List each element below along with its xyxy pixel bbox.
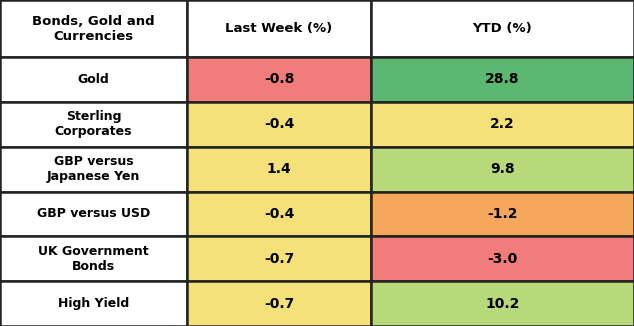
Bar [371, 192, 634, 236]
Text: 1.4: 1.4 [266, 162, 292, 176]
Bar [0, 192, 187, 236]
Bar [0, 281, 187, 326]
Bar [0, 236, 187, 281]
Bar [371, 57, 634, 102]
Text: GBP versus USD: GBP versus USD [37, 207, 150, 220]
Bar [187, 281, 371, 326]
Text: Gold: Gold [77, 73, 110, 86]
Text: -0.7: -0.7 [264, 252, 294, 266]
Text: -0.4: -0.4 [264, 207, 294, 221]
Bar [187, 102, 371, 147]
Text: -0.7: -0.7 [264, 297, 294, 311]
Text: 2.2: 2.2 [490, 117, 515, 131]
Text: -1.2: -1.2 [487, 207, 518, 221]
Text: -0.4: -0.4 [264, 117, 294, 131]
Text: Sterling
Corporates: Sterling Corporates [55, 110, 133, 138]
Bar [371, 281, 634, 326]
Text: Bonds, Gold and
Currencies: Bonds, Gold and Currencies [32, 15, 155, 42]
Text: Last Week (%): Last Week (%) [225, 22, 333, 35]
Bar [0, 57, 187, 102]
Bar [371, 0, 634, 57]
Text: -3.0: -3.0 [488, 252, 517, 266]
Bar [0, 147, 187, 192]
Bar [187, 57, 371, 102]
Bar [371, 236, 634, 281]
Text: YTD (%): YTD (%) [472, 22, 533, 35]
Bar [187, 147, 371, 192]
Text: GBP versus
Japanese Yen: GBP versus Japanese Yen [47, 155, 140, 183]
Text: 9.8: 9.8 [490, 162, 515, 176]
Text: UK Government
Bonds: UK Government Bonds [38, 245, 149, 273]
Bar [371, 102, 634, 147]
Bar [0, 0, 187, 57]
Bar [187, 0, 371, 57]
Bar [371, 147, 634, 192]
Bar [187, 192, 371, 236]
Text: High Yield: High Yield [58, 297, 129, 310]
Bar [0, 102, 187, 147]
Text: 28.8: 28.8 [485, 72, 520, 86]
Text: 10.2: 10.2 [485, 297, 520, 311]
Bar [187, 236, 371, 281]
Text: -0.8: -0.8 [264, 72, 294, 86]
